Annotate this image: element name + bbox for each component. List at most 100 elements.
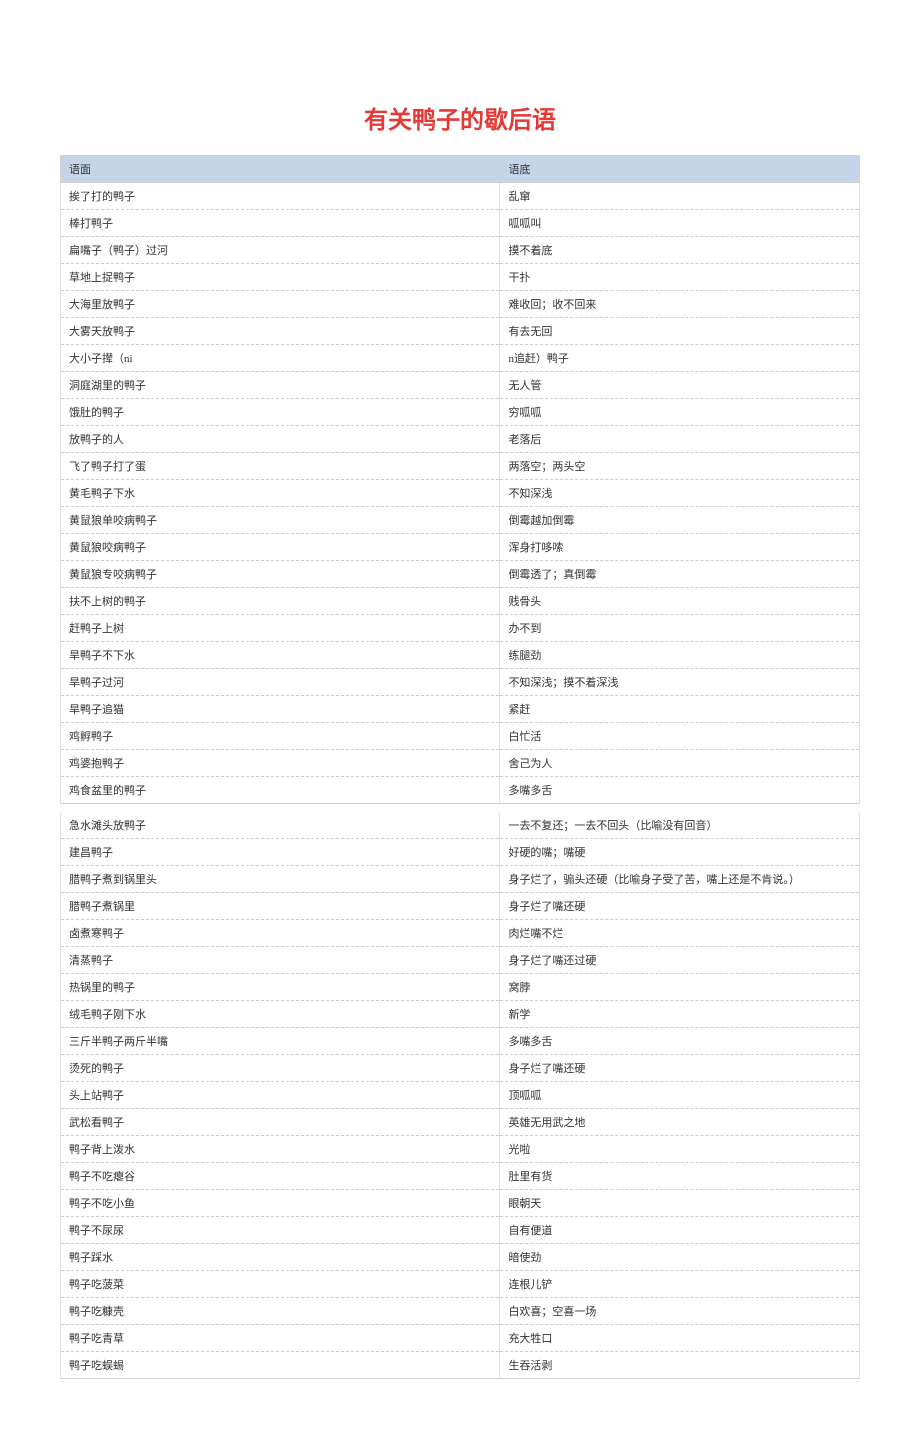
saying-phrase: 鸭子背上泼水 [61,1136,500,1163]
saying-meaning: 生吞活剥 [500,1352,860,1379]
saying-phrase: 草地上捉鸭子 [61,264,500,291]
page-title: 有关鸭子的歇后语 [60,100,860,135]
table-row: 大小子撵（nin追赶）鸭子 [61,345,860,372]
table-row: 大海里放鸭子难收回；收不回来 [61,291,860,318]
saying-phrase: 洞庭湖里的鸭子 [61,372,500,399]
table-row: 飞了鸭子打了蛋两落空；两头空 [61,453,860,480]
saying-meaning: 办不到 [500,615,860,642]
saying-meaning: 充大牲口 [500,1325,860,1352]
saying-phrase: 烫死的鸭子 [61,1055,500,1082]
saying-phrase: 热锅里的鸭子 [61,974,500,1001]
table-row: 烫死的鸭子身子烂了嘴还硬 [61,1055,860,1082]
table-row: 鸭子吃菠菜连根儿铲 [61,1271,860,1298]
table-row: 扶不上树的鸭子贱骨头 [61,588,860,615]
saying-meaning: 一去不复还；一去不回头（比喻没有回音） [500,812,860,839]
sayings-table-1: 语面 语底 挨了打的鸭子乱窜棒打鸭子呱呱叫扁嘴子（鸭子）过河摸不着底草地上捉鸭子… [60,155,860,804]
saying-meaning: 白忙活 [500,723,860,750]
saying-meaning: 舍己为人 [500,750,860,777]
saying-phrase: 鸡孵鸭子 [61,723,500,750]
saying-phrase: 黄鼠狼专咬病鸭子 [61,561,500,588]
table-row: 黄鼠狼咬病鸭子浑身打哆嗦 [61,534,860,561]
table-row: 腊鸭子煮到锅里头身子烂了，骟头还硬（比喻身子受了苦，嘴上还是不肯说。） [61,866,860,893]
saying-phrase: 飞了鸭子打了蛋 [61,453,500,480]
saying-phrase: 黄毛鸭子下水 [61,480,500,507]
saying-meaning: 倒霉透了；真倒霉 [500,561,860,588]
table-row: 旱鸭子过河不知深浅；摸不着深浅 [61,669,860,696]
table-row: 草地上捉鸭子干扑 [61,264,860,291]
saying-phrase: 鸭子不尿尿 [61,1217,500,1244]
saying-phrase: 清蒸鸭子 [61,947,500,974]
saying-meaning: 身子烂了，骟头还硬（比喻身子受了苦，嘴上还是不肯说。） [500,866,860,893]
saying-phrase: 旱鸭子不下水 [61,642,500,669]
saying-meaning: 光啦 [500,1136,860,1163]
saying-meaning: 肚里有货 [500,1163,860,1190]
saying-meaning: 眼朝天 [500,1190,860,1217]
table-row: 鸭子吃蜈蜴生吞活剥 [61,1352,860,1379]
saying-meaning: n追赶）鸭子 [500,345,860,372]
saying-phrase: 棒打鸭子 [61,210,500,237]
table-row: 建昌鸭子好硬的嘴；嘴硬 [61,839,860,866]
sayings-table-2: 急水滩头放鸭子一去不复还；一去不回头（比喻没有回音）建昌鸭子好硬的嘴；嘴硬腊鸭子… [60,812,860,1379]
saying-phrase: 鸡婆抱鸭子 [61,750,500,777]
table-row: 鸡食盆里的鸭子多嘴多舌 [61,777,860,804]
saying-phrase: 鸭子吃菠菜 [61,1271,500,1298]
saying-meaning: 老落后 [500,426,860,453]
saying-meaning: 多嘴多舌 [500,1028,860,1055]
saying-phrase: 扶不上树的鸭子 [61,588,500,615]
saying-meaning: 好硬的嘴；嘴硬 [500,839,860,866]
saying-phrase: 绒毛鸭子刚下水 [61,1001,500,1028]
saying-phrase: 放鸭子的人 [61,426,500,453]
saying-meaning: 不知深浅 [500,480,860,507]
saying-meaning: 摸不着底 [500,237,860,264]
table-row: 旱鸭子不下水练腿劲 [61,642,860,669]
table-row: 放鸭子的人老落后 [61,426,860,453]
saying-meaning: 乱窜 [500,183,860,210]
table-row: 黄鼠狼专咬病鸭子倒霉透了；真倒霉 [61,561,860,588]
saying-meaning: 英雄无用武之地 [500,1109,860,1136]
table-row: 饿肚的鸭子穷呱呱 [61,399,860,426]
saying-phrase: 旱鸭子过河 [61,669,500,696]
table-row: 赶鸭子上树办不到 [61,615,860,642]
saying-phrase: 扁嘴子（鸭子）过河 [61,237,500,264]
saying-phrase: 黄鼠狼咬病鸭子 [61,534,500,561]
saying-meaning: 身子烂了嘴还硬 [500,1055,860,1082]
table-header-col1: 语面 [61,156,500,183]
saying-meaning: 身子烂了嘴还硬 [500,893,860,920]
saying-phrase: 赶鸭子上树 [61,615,500,642]
saying-phrase: 饿肚的鸭子 [61,399,500,426]
saying-meaning: 呱呱叫 [500,210,860,237]
saying-meaning: 肉烂嘴不烂 [500,920,860,947]
saying-phrase: 急水滩头放鸭子 [61,812,500,839]
saying-phrase: 武松看鸭子 [61,1109,500,1136]
saying-meaning: 窝脖 [500,974,860,1001]
table-row: 武松看鸭子英雄无用武之地 [61,1109,860,1136]
saying-meaning: 难收回；收不回来 [500,291,860,318]
table-row: 鸭子踩水暗使劲 [61,1244,860,1271]
saying-meaning: 倒霉越加倒霉 [500,507,860,534]
saying-phrase: 鸭子不吃小鱼 [61,1190,500,1217]
table-row: 洞庭湖里的鸭子无人管 [61,372,860,399]
saying-meaning: 干扑 [500,264,860,291]
saying-meaning: 连根儿铲 [500,1271,860,1298]
table-row: 鸡孵鸭子白忙活 [61,723,860,750]
saying-phrase: 鸭子吃青草 [61,1325,500,1352]
saying-meaning: 身子烂了嘴还过硬 [500,947,860,974]
table-row: 急水滩头放鸭子一去不复还；一去不回头（比喻没有回音） [61,812,860,839]
saying-phrase: 旱鸭子追猫 [61,696,500,723]
saying-meaning: 贱骨头 [500,588,860,615]
table-row: 绒毛鸭子刚下水新学 [61,1001,860,1028]
table-row: 鸡婆抱鸭子舍己为人 [61,750,860,777]
saying-phrase: 黄鼠狼单咬病鸭子 [61,507,500,534]
saying-meaning: 暗使劲 [500,1244,860,1271]
saying-meaning: 两落空；两头空 [500,453,860,480]
table-row: 卤煮寒鸭子肉烂嘴不烂 [61,920,860,947]
saying-meaning: 紧赶 [500,696,860,723]
table-row: 头上站鸭子顶呱呱 [61,1082,860,1109]
table-row: 鸭子不吃瘪谷肚里有货 [61,1163,860,1190]
saying-phrase: 大海里放鸭子 [61,291,500,318]
table-row: 黄毛鸭子下水不知深浅 [61,480,860,507]
saying-phrase: 大小子撵（ni [61,345,500,372]
saying-phrase: 鸭子踩水 [61,1244,500,1271]
saying-meaning: 自有便道 [500,1217,860,1244]
table-row: 鸭子不吃小鱼眼朝天 [61,1190,860,1217]
